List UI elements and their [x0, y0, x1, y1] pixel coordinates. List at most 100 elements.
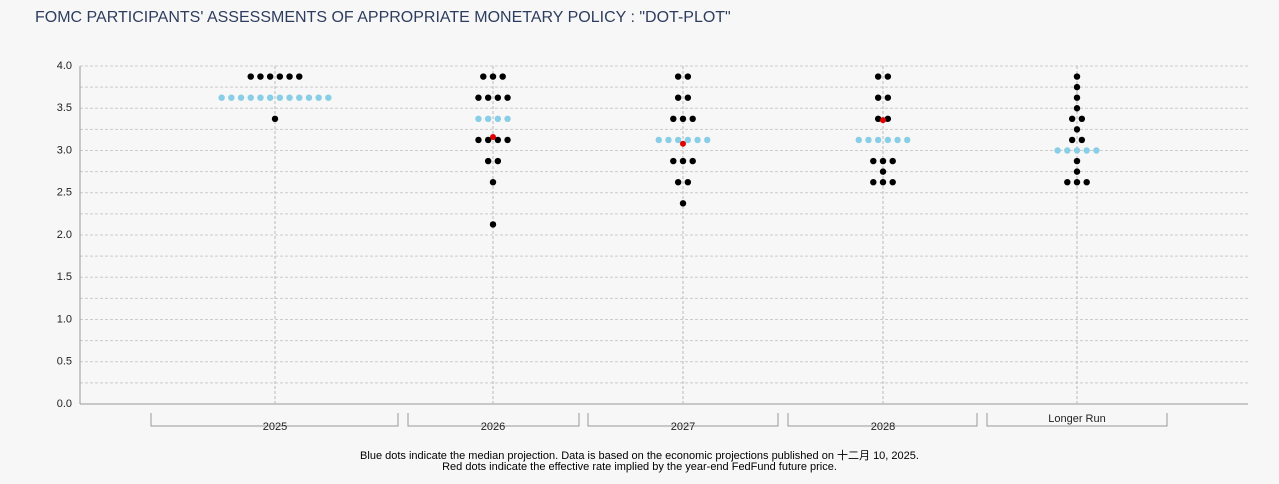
y-tick-label: 1.5 [57, 271, 72, 283]
dot [1073, 73, 1081, 80]
dot [271, 115, 279, 123]
dot [1078, 136, 1086, 144]
dot [874, 136, 882, 144]
dot [1083, 147, 1090, 154]
dot [489, 221, 497, 228]
dot [499, 73, 506, 80]
dot [684, 178, 692, 186]
dot [218, 94, 225, 101]
x-tick-label: Longer Run [1048, 413, 1106, 425]
dot [884, 115, 892, 123]
dot [679, 115, 687, 123]
dot [879, 168, 887, 175]
dot [257, 73, 264, 80]
note: Blue dots indicate the median projection… [360, 450, 919, 462]
category-bracket [587, 413, 779, 427]
dot [315, 94, 322, 101]
dot [884, 94, 892, 101]
dot [870, 157, 877, 165]
dot [665, 136, 672, 144]
y-tick-label: 0.0 [57, 398, 72, 410]
dot [305, 94, 313, 101]
y-tick-label: 0.5 [57, 356, 72, 368]
dot [684, 94, 692, 101]
dot [674, 136, 682, 144]
dot [1083, 178, 1090, 186]
dot [674, 178, 682, 186]
x-tick-label: 2027 [670, 421, 696, 433]
dot [504, 115, 511, 123]
dot [494, 157, 502, 165]
red-dot [490, 133, 496, 140]
dot [266, 73, 274, 80]
dot [874, 73, 882, 80]
dot [855, 136, 862, 144]
x-tick-label: 2026 [480, 421, 506, 433]
dot [1073, 83, 1081, 91]
y-tick-label: 2.5 [57, 187, 72, 199]
dot [884, 73, 892, 80]
dot [1064, 178, 1071, 186]
dot [494, 115, 502, 123]
dot [874, 94, 882, 101]
dot [286, 94, 293, 101]
dot [1078, 115, 1086, 123]
dot [325, 94, 332, 101]
dot [1073, 94, 1081, 101]
dot [484, 157, 492, 165]
dot [679, 200, 687, 207]
dot [684, 136, 692, 144]
dot [276, 73, 284, 80]
dot [247, 73, 254, 80]
dot [684, 73, 692, 80]
dot [237, 94, 245, 101]
dot [904, 136, 911, 144]
dot [1068, 136, 1076, 144]
dot [489, 73, 497, 80]
dot [1073, 126, 1081, 133]
dot [889, 157, 896, 165]
dot [874, 115, 882, 123]
dot [1073, 105, 1081, 112]
dot [475, 94, 482, 101]
dot [894, 136, 901, 144]
dot [1064, 147, 1071, 154]
dot [889, 178, 896, 186]
dot [1073, 178, 1081, 186]
dot [484, 136, 492, 144]
dot [670, 157, 677, 165]
dot [689, 115, 696, 123]
notes: Blue dots indicate the median projection… [0, 451, 1279, 473]
x-tick-label: 2028 [870, 421, 896, 433]
dot [1073, 157, 1081, 165]
dot [870, 178, 877, 186]
category-bracket [150, 413, 399, 427]
dot [504, 136, 511, 144]
dot [257, 94, 264, 101]
dot [670, 115, 677, 123]
dot [504, 94, 511, 101]
dot [674, 73, 682, 80]
x-tick-label: 2025 [262, 421, 288, 433]
dot [1073, 168, 1081, 175]
dot [480, 73, 487, 80]
dot [884, 136, 892, 144]
category-bracket [407, 413, 580, 427]
dot [494, 94, 502, 101]
category-bracket [986, 413, 1168, 427]
dot [296, 94, 303, 101]
dot [879, 157, 887, 165]
dot [679, 157, 687, 165]
dot [1073, 147, 1081, 154]
red-dot [680, 140, 686, 147]
dot [286, 73, 293, 80]
dot [494, 136, 502, 144]
dot [484, 115, 492, 123]
dot [879, 178, 887, 186]
y-tick-label: 1.0 [57, 313, 72, 325]
y-tick-label: 3.5 [57, 102, 72, 114]
note: Red dots indicate the effective rate imp… [442, 461, 837, 473]
dot [489, 178, 497, 186]
